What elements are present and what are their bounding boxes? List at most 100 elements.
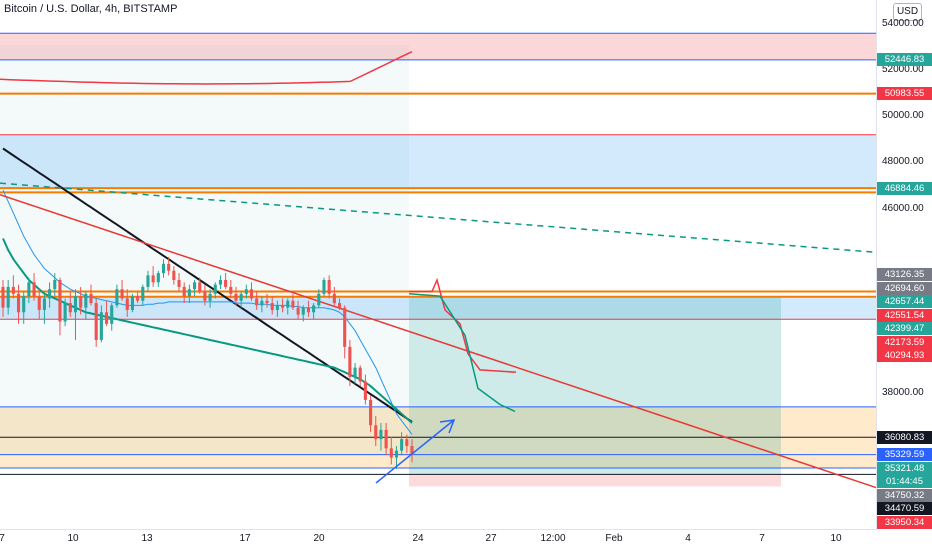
time-axis[interactable] xyxy=(0,529,876,551)
candle-31 xyxy=(161,259,166,278)
candle-body-15 xyxy=(79,296,83,308)
candle-body-18 xyxy=(94,303,98,340)
position-tool-layer[interactable] xyxy=(0,45,781,487)
candles-layer xyxy=(1,256,414,470)
candle-0 xyxy=(1,279,5,317)
candle-body-51 xyxy=(265,300,269,304)
candle-body-40 xyxy=(208,293,212,301)
candle-body-62 xyxy=(322,279,326,294)
candle-12 xyxy=(63,298,67,327)
candle-33 xyxy=(172,266,176,285)
price-badge-6: 42551.54 xyxy=(877,308,932,322)
candle-5 xyxy=(27,277,31,304)
candle-body-66 xyxy=(343,307,347,347)
candle-79 xyxy=(410,439,414,463)
time-tick-6: 27 xyxy=(485,533,497,544)
candle-65 xyxy=(337,298,342,310)
candle-78 xyxy=(405,434,409,453)
price-badge-3: 43126.35 xyxy=(877,268,932,282)
candle-body-0 xyxy=(1,286,5,308)
candle-42 xyxy=(218,275,222,290)
candle-body-74 xyxy=(384,429,388,449)
time-tick-7: 12:00 xyxy=(540,533,566,544)
descending-trendline xyxy=(0,193,877,489)
candle-body-23 xyxy=(120,289,124,299)
candle-14 xyxy=(73,289,78,340)
currency-button[interactable]: USD xyxy=(893,3,922,21)
candle-body-58 xyxy=(301,307,305,315)
candle-body-14 xyxy=(73,296,78,313)
candle-body-75 xyxy=(389,448,393,458)
candle-body-11 xyxy=(58,279,62,322)
drawings-layer[interactable] xyxy=(375,419,456,484)
price-badge-0: 52446.83 xyxy=(877,53,932,67)
history-shade xyxy=(0,45,409,455)
candle-68 xyxy=(353,363,357,384)
price-tick-1: 52000.00 xyxy=(882,64,924,76)
candle-24 xyxy=(125,289,129,317)
candle-50 xyxy=(260,296,264,313)
candle-body-43 xyxy=(224,279,228,287)
candle-70 xyxy=(363,374,367,405)
candle-7 xyxy=(37,289,41,320)
candle-body-76 xyxy=(394,450,399,458)
time-tick-8: Feb xyxy=(605,533,623,544)
candle-body-45 xyxy=(234,293,238,301)
candle-body-53 xyxy=(275,305,279,310)
price-badge-10: 36080.83 xyxy=(877,430,932,444)
candle-28 xyxy=(146,270,150,292)
candle-23 xyxy=(120,279,124,301)
candle-body-73 xyxy=(379,429,383,440)
candle-body-44 xyxy=(229,286,233,294)
price-badge-16: 33950.34 xyxy=(877,515,932,529)
candle-64 xyxy=(332,286,336,306)
candle-body-32 xyxy=(167,263,171,271)
candle-49 xyxy=(255,291,259,310)
price-badge-13: 01:44:45 xyxy=(877,475,932,489)
candle-body-7 xyxy=(37,296,41,310)
candle-43 xyxy=(224,273,228,290)
candle-34 xyxy=(177,273,181,292)
candle-body-2 xyxy=(11,286,15,294)
candle-30 xyxy=(156,270,160,287)
position-stop-zone xyxy=(409,474,781,487)
candle-body-49 xyxy=(255,298,259,306)
candle-body-52 xyxy=(270,303,274,310)
candle-16 xyxy=(84,291,88,320)
candle-body-60 xyxy=(312,305,316,313)
candle-71 xyxy=(369,395,373,433)
candle-body-47 xyxy=(244,289,248,294)
price-badge-15: 34470.59 xyxy=(877,502,932,516)
price-badge-7: 42399.47 xyxy=(877,322,932,336)
candle-11 xyxy=(58,277,62,336)
projected-green-line xyxy=(408,293,516,413)
candle-60 xyxy=(312,303,316,320)
candle-body-3 xyxy=(16,293,21,313)
ma-black-line xyxy=(2,147,413,423)
candle-35 xyxy=(182,282,186,304)
candle-67 xyxy=(348,339,352,387)
candle-76 xyxy=(394,446,399,470)
candle-18 xyxy=(94,298,98,347)
candle-body-79 xyxy=(410,446,414,455)
arrow-line xyxy=(375,419,455,484)
candle-17 xyxy=(89,284,93,306)
candle-19 xyxy=(99,305,103,343)
candle-body-57 xyxy=(296,307,300,315)
candle-body-35 xyxy=(182,286,186,297)
candle-body-72 xyxy=(374,425,378,440)
candle-27 xyxy=(141,284,145,306)
price-badge-1: 50983.55 xyxy=(877,87,932,101)
candle-25 xyxy=(130,293,134,313)
candle-body-54 xyxy=(281,305,285,308)
time-tick-5: 24 xyxy=(412,533,424,544)
time-tick-1: 10 xyxy=(67,533,79,544)
candle-body-39 xyxy=(203,291,207,301)
candle-body-27 xyxy=(141,286,145,301)
candle-3 xyxy=(16,284,21,324)
price-tick-2: 50000.00 xyxy=(882,110,924,122)
candle-58 xyxy=(301,305,305,322)
zone-1 xyxy=(0,134,876,189)
